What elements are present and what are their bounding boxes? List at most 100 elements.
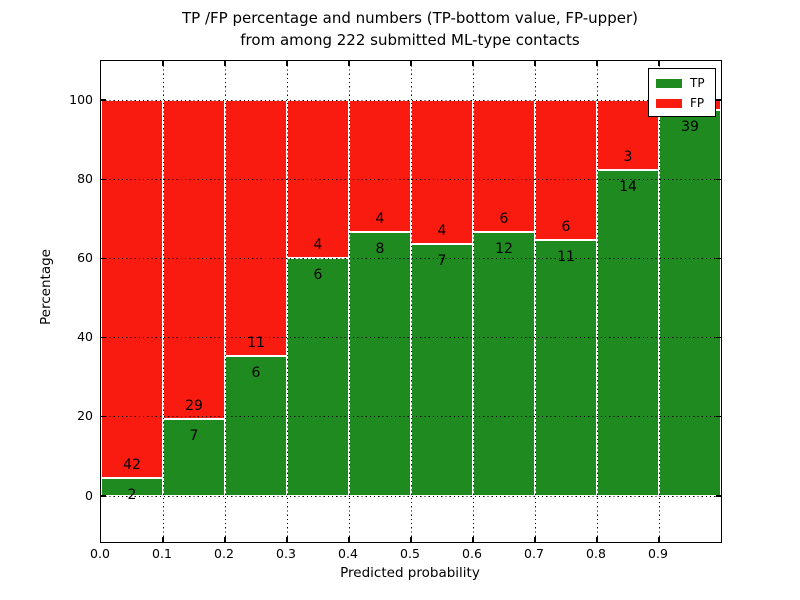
- gridline-y-100: [101, 99, 721, 101]
- y-tick-left: [101, 416, 106, 418]
- x-tick-top: [410, 61, 412, 66]
- x-tick-label-0.8: 0.8: [586, 546, 606, 561]
- plot-area: 422297116464847612611314139TPFP: [100, 60, 722, 543]
- bar-segment-fp-4: [349, 100, 411, 232]
- y-tick-label-40: 40: [77, 329, 93, 345]
- legend-label-TP: TP: [690, 76, 705, 90]
- x-tick-label-0.5: 0.5: [400, 546, 420, 561]
- x-tick-bottom: [224, 537, 226, 542]
- x-tick-bottom: [472, 537, 474, 542]
- bar-count-fp-7: 6: [561, 218, 571, 235]
- bar-count-tp-8: 14: [619, 178, 637, 195]
- gridline-y-40: [101, 337, 721, 339]
- bar-segment-tp-1: [163, 419, 225, 496]
- y-tick-right: [716, 257, 721, 259]
- bar-segment-fp-2: [225, 100, 287, 357]
- x-tick-top: [224, 61, 226, 66]
- x-tick-top: [286, 61, 288, 66]
- gridline-x-0.5: [410, 61, 412, 542]
- gridline-x-0.6: [472, 61, 474, 542]
- bar-count-fp-5: 4: [437, 223, 447, 239]
- x-tick-label-0.0: 0.0: [90, 546, 110, 561]
- bar-count-fp-1: 29: [185, 398, 203, 414]
- bar-count-tp-5: 7: [437, 253, 447, 269]
- y-tick-left: [101, 257, 106, 259]
- x-tick-top: [596, 61, 598, 66]
- bar-count-tp-0: 2: [127, 487, 137, 503]
- bar-count-tp-6: 12: [495, 241, 513, 257]
- bar-segment-tp-4: [349, 232, 411, 496]
- y-tick-left: [101, 337, 106, 339]
- bar-count-fp-8: 3: [623, 148, 633, 165]
- y-tick-right: [716, 99, 721, 101]
- legend-label-FP: FP: [690, 96, 705, 110]
- bar-count-tp-1: 7: [189, 428, 199, 444]
- chart-title: TP /FP percentage and numbers (TP-bottom…: [100, 8, 720, 52]
- x-tick-bottom: [534, 537, 536, 542]
- gridline-y-20: [101, 416, 721, 418]
- bar-count-tp-2: 6: [251, 365, 261, 382]
- x-tick-label-0.9: 0.9: [648, 546, 668, 561]
- y-tick-right: [716, 178, 721, 180]
- x-tick-bottom: [286, 537, 288, 542]
- x-tick-label-0.1: 0.1: [152, 546, 172, 561]
- gridline-y-0: [101, 495, 721, 497]
- legend: TP FP: [648, 68, 716, 117]
- bar-segment-fp-0: [101, 100, 163, 478]
- x-tick-bottom: [596, 537, 598, 542]
- gridline-x-0.7: [534, 61, 536, 542]
- x-tick-top: [348, 61, 350, 66]
- x-tick-label-0.4: 0.4: [338, 546, 358, 561]
- bar-segment-tp-3: [287, 258, 349, 496]
- x-tick-label-0.7: 0.7: [524, 546, 544, 561]
- bar-count-tp-7: 11: [557, 248, 575, 265]
- bar-segment-tp-6: [473, 232, 535, 496]
- x-tick-bottom: [658, 537, 660, 542]
- x-tick-bottom: [348, 537, 350, 542]
- gridline-x-0.4: [348, 61, 350, 542]
- x-tick-top: [658, 61, 660, 66]
- y-tick-label-100: 100: [69, 91, 93, 107]
- bar-segment-fp-1: [163, 100, 225, 419]
- x-tick-label-0.6: 0.6: [462, 546, 482, 561]
- bar-segment-tp-5: [411, 244, 473, 496]
- bar-segment-tp-2: [225, 356, 287, 496]
- bar-count-tp-4: 8: [375, 241, 385, 257]
- y-tick-right: [716, 416, 721, 418]
- gridline-x-0.3: [286, 61, 288, 542]
- x-axis-label: Predicted probability: [340, 565, 480, 581]
- y-tick-left: [101, 99, 106, 101]
- x-tick-top: [472, 61, 474, 66]
- bar-segment-tp-8: [597, 169, 659, 496]
- bar-segment-tp-9: [659, 109, 721, 496]
- legend-swatch-fp-icon: [656, 98, 682, 108]
- bar-count-tp-3: 6: [313, 267, 323, 284]
- legend-entry-TP: TP: [656, 75, 708, 91]
- gridline-x-0.1: [162, 61, 164, 542]
- bar-segment-fp-6: [473, 100, 535, 232]
- y-tick-left: [101, 495, 106, 497]
- x-tick-label-0.2: 0.2: [214, 546, 234, 561]
- bar-count-fp-6: 6: [499, 211, 509, 227]
- x-tick-bottom: [410, 537, 412, 542]
- y-tick-label-80: 80: [77, 170, 93, 186]
- y-tick-label-60: 60: [77, 249, 93, 265]
- bar-segment-tp-7: [535, 239, 597, 496]
- x-tick-top: [534, 61, 536, 66]
- bar-segment-fp-5: [411, 100, 473, 244]
- bar-count-fp-2: 11: [247, 335, 265, 352]
- x-tick-label-0.3: 0.3: [276, 546, 296, 561]
- gridline-x-0.9: [658, 61, 660, 542]
- bar-count-fp-4: 4: [375, 211, 385, 227]
- legend-entry-FP: FP: [656, 95, 708, 111]
- chart-title-line2: from among 222 submitted ML-type contact…: [240, 30, 580, 49]
- bar-count-fp-0: 42: [123, 457, 141, 473]
- x-tick-top: [162, 61, 164, 66]
- gridline-x-0.2: [224, 61, 226, 542]
- bar-count-tp-9: 39: [681, 118, 699, 135]
- gridline-x-0.8: [596, 61, 598, 542]
- y-tick-left: [101, 178, 106, 180]
- gridline-y-60: [101, 257, 721, 259]
- y-tick-label-0: 0: [85, 487, 93, 503]
